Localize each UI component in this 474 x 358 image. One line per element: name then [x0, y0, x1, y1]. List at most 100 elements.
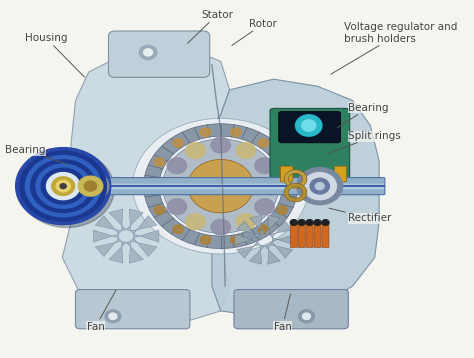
Circle shape	[60, 184, 66, 189]
Text: Stator: Stator	[188, 10, 233, 43]
Text: Fan: Fan	[273, 294, 292, 332]
Circle shape	[147, 182, 158, 190]
Circle shape	[139, 45, 157, 59]
Circle shape	[322, 220, 329, 225]
Circle shape	[154, 206, 164, 214]
Polygon shape	[235, 234, 257, 245]
Circle shape	[302, 313, 310, 319]
Polygon shape	[109, 209, 126, 231]
Circle shape	[283, 182, 294, 190]
Circle shape	[277, 158, 287, 166]
Circle shape	[258, 139, 269, 147]
Polygon shape	[265, 245, 280, 264]
Circle shape	[147, 182, 158, 190]
FancyBboxPatch shape	[0, 1, 441, 357]
FancyBboxPatch shape	[281, 166, 293, 182]
Circle shape	[173, 139, 183, 147]
Text: Bearing: Bearing	[5, 145, 66, 164]
Circle shape	[144, 49, 153, 56]
Circle shape	[301, 120, 316, 131]
Circle shape	[186, 143, 205, 159]
Circle shape	[211, 219, 230, 235]
Polygon shape	[249, 245, 264, 264]
Circle shape	[200, 128, 211, 136]
Ellipse shape	[133, 118, 309, 254]
Circle shape	[41, 168, 85, 204]
FancyBboxPatch shape	[57, 184, 384, 189]
FancyBboxPatch shape	[322, 223, 329, 247]
Circle shape	[105, 310, 121, 323]
Polygon shape	[272, 234, 294, 245]
Circle shape	[262, 178, 281, 194]
Circle shape	[255, 199, 274, 214]
Polygon shape	[93, 230, 118, 242]
FancyBboxPatch shape	[306, 223, 313, 247]
FancyBboxPatch shape	[270, 108, 350, 185]
Polygon shape	[237, 221, 260, 238]
FancyBboxPatch shape	[298, 223, 305, 247]
Circle shape	[167, 199, 187, 214]
Circle shape	[84, 181, 97, 191]
Text: Fan: Fan	[86, 290, 116, 332]
FancyBboxPatch shape	[56, 178, 385, 195]
Circle shape	[298, 220, 305, 225]
Circle shape	[163, 139, 279, 233]
Circle shape	[109, 313, 117, 319]
Circle shape	[46, 173, 80, 200]
FancyBboxPatch shape	[234, 290, 348, 329]
Circle shape	[277, 206, 287, 214]
Circle shape	[297, 168, 343, 205]
Circle shape	[36, 164, 91, 208]
Circle shape	[295, 115, 322, 136]
Polygon shape	[212, 79, 379, 318]
Circle shape	[237, 143, 255, 159]
FancyBboxPatch shape	[109, 31, 210, 77]
Polygon shape	[126, 241, 143, 263]
Polygon shape	[131, 238, 157, 257]
Polygon shape	[249, 215, 264, 234]
Circle shape	[186, 214, 205, 229]
Circle shape	[56, 180, 70, 192]
Circle shape	[25, 155, 101, 217]
Polygon shape	[95, 238, 121, 257]
Polygon shape	[126, 209, 143, 231]
Circle shape	[290, 220, 297, 225]
Circle shape	[258, 225, 269, 234]
Polygon shape	[95, 216, 121, 234]
Polygon shape	[109, 241, 126, 263]
Text: Housing: Housing	[25, 33, 84, 77]
Circle shape	[231, 236, 241, 244]
Circle shape	[173, 225, 183, 234]
Circle shape	[231, 128, 241, 136]
Circle shape	[310, 178, 329, 194]
Circle shape	[314, 220, 321, 225]
Polygon shape	[270, 242, 293, 258]
Polygon shape	[62, 43, 229, 321]
Circle shape	[283, 182, 294, 190]
Polygon shape	[237, 242, 260, 258]
FancyBboxPatch shape	[334, 166, 346, 182]
Text: Split rings: Split rings	[329, 131, 401, 153]
Polygon shape	[270, 221, 293, 238]
Circle shape	[299, 310, 314, 323]
Circle shape	[19, 150, 114, 227]
FancyBboxPatch shape	[290, 223, 297, 247]
Circle shape	[160, 178, 180, 194]
FancyBboxPatch shape	[279, 112, 340, 142]
Circle shape	[72, 171, 109, 201]
Polygon shape	[134, 230, 159, 242]
Circle shape	[31, 160, 96, 213]
Circle shape	[237, 214, 255, 229]
Circle shape	[78, 176, 103, 196]
Circle shape	[16, 147, 111, 225]
Circle shape	[188, 159, 254, 213]
Text: Rectifier: Rectifier	[329, 208, 392, 223]
Text: Bearing: Bearing	[337, 103, 389, 127]
Circle shape	[211, 137, 230, 153]
Circle shape	[154, 158, 164, 166]
Circle shape	[200, 236, 211, 244]
FancyBboxPatch shape	[314, 223, 321, 247]
Text: Voltage regulator and
brush holders: Voltage regulator and brush holders	[331, 22, 457, 74]
Circle shape	[255, 158, 274, 174]
Circle shape	[20, 151, 106, 221]
